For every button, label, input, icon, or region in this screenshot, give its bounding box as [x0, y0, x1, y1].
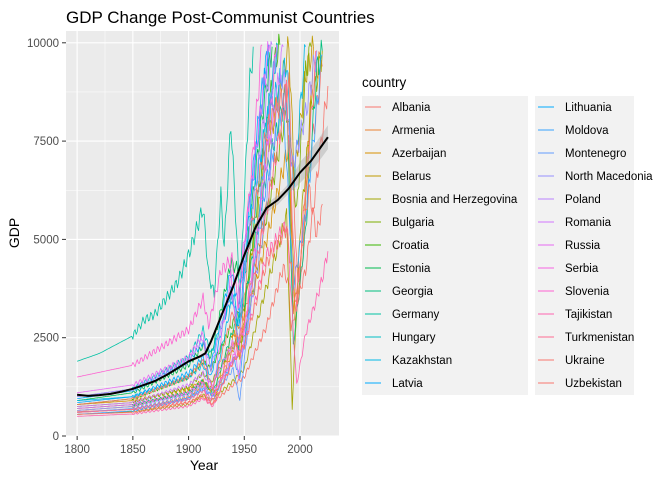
x-tick-label: 1900 [176, 444, 202, 456]
legend-label: Romania [565, 217, 612, 229]
legend-label: Serbia [565, 263, 599, 275]
series-line-slovenia [77, 44, 263, 378]
series-line-montenegro [77, 44, 279, 413]
x-tick-label: 1850 [120, 444, 146, 456]
y-tick-label: 0 [53, 431, 59, 443]
legend-label: Poland [565, 194, 601, 206]
smooth-layer [76, 125, 329, 397]
legend-label: Bosnia and Herzegovina [392, 194, 518, 206]
legend-label: Belarus [392, 171, 431, 183]
legend-label: Azerbaijan [392, 148, 446, 160]
legend-label: Albania [392, 102, 431, 114]
legend-label: Germany [392, 309, 440, 321]
smooth-trend-line [76, 136, 329, 397]
legend-label: Latvia [392, 378, 423, 390]
legend-label: Slovenia [565, 286, 610, 298]
legend-label: Armenia [392, 125, 435, 137]
x-axis-title: Year [190, 457, 219, 473]
x-tick-label: 1950 [231, 444, 257, 456]
y-axis-title: GDP [6, 218, 22, 248]
legend-label: North Macedonia [565, 171, 653, 183]
legend: country Albania Armenia Azerbaijan Belarus B… [362, 75, 653, 395]
legend-label: Tajikistan [565, 309, 612, 321]
y-tick-label: 7500 [33, 136, 59, 148]
series-line-serbia [77, 44, 277, 409]
x-tick-label: 2000 [287, 444, 313, 456]
legend-label: Estonia [392, 263, 431, 275]
legend-label: Kazakhstan [392, 355, 452, 367]
series-line-turkmenistan [77, 50, 317, 413]
chart-title: GDP Change Post-Communist Countries [66, 8, 375, 27]
legend-title: country [362, 75, 407, 90]
axes: 1800 1850 1900 1950 2000 0 2500 5000 7500 10000 [27, 38, 313, 456]
series-line-kazakhstan [77, 44, 306, 401]
series-line-bosnia-and-herzegovina [77, 50, 323, 415]
legend-label: Ukraine [565, 355, 605, 367]
legend-label: Hungary [392, 332, 436, 344]
legend-label: Russia [565, 240, 601, 252]
legend-label: Croatia [392, 240, 430, 252]
y-tick-label: 10000 [27, 38, 59, 50]
series-line-germany [76, 46, 254, 362]
legend-key-background [362, 96, 528, 395]
legend-label: Bulgaria [392, 217, 435, 229]
series-line-azerbaijan [77, 46, 314, 405]
legend-label: Montenegro [565, 148, 626, 160]
legend-label: Moldova [565, 125, 609, 137]
series-line-lithuania [77, 44, 270, 403]
y-tick-label: 5000 [33, 234, 59, 246]
series-line-north-macedonia [77, 50, 318, 411]
legend-label: Uzbekistan [565, 378, 622, 390]
legend-label: Georgia [392, 286, 434, 298]
series-layer [76, 33, 329, 417]
series-line-uzbekistan [77, 85, 329, 415]
x-tick-label: 1800 [64, 444, 90, 456]
y-tick-label: 2500 [33, 333, 59, 345]
series-line-ukraine [77, 72, 323, 405]
legend-label: Lithuania [565, 102, 612, 114]
legend-label: Turkmenistan [565, 332, 634, 344]
